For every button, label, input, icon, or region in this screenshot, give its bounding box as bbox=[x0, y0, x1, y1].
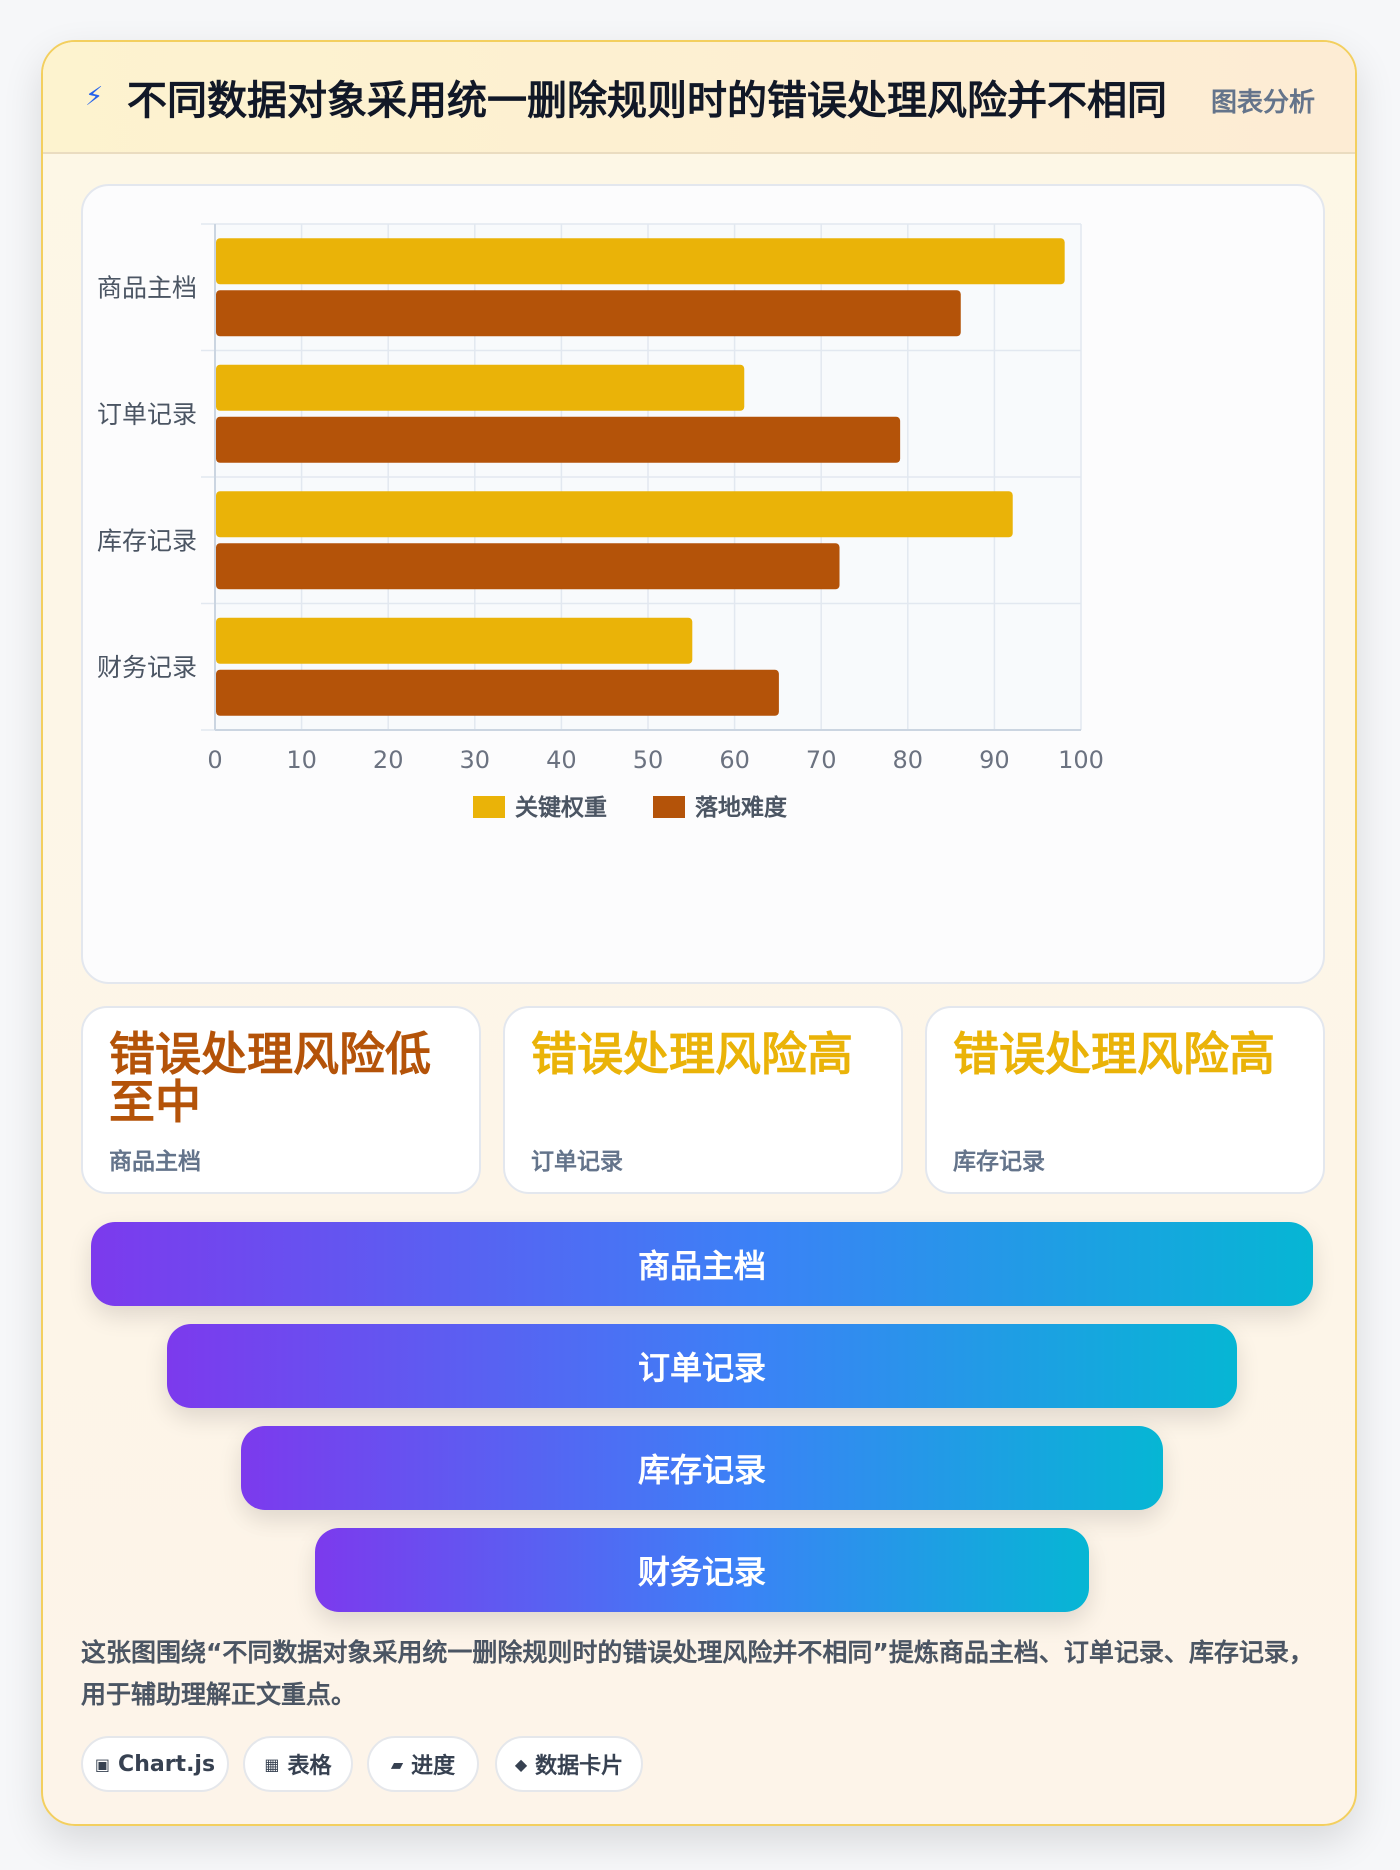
stat-card: 错误处理风险高 库存记录 bbox=[925, 1006, 1325, 1194]
page-title: 不同数据对象采用统一删除规则时的错误处理风险并不相同 bbox=[127, 78, 1167, 124]
stat-value: 错误处理风险低至中 bbox=[109, 1027, 431, 1129]
bar bbox=[216, 669, 779, 716]
legend-label: 关键权重 bbox=[515, 794, 607, 821]
funnel-stage: 库存记录 bbox=[241, 1426, 1163, 1510]
legend-label: 落地难度 bbox=[695, 794, 788, 821]
legend-swatch bbox=[473, 796, 505, 818]
bar bbox=[216, 543, 840, 590]
chip-progress[interactable]: ▰ 进度 bbox=[367, 1736, 479, 1792]
chip-label: 进度 bbox=[411, 1754, 456, 1779]
chart-panel: 0 10 20 30 40 50 60 70 80 90 100 商品主档订单记录库存记录财务记录关键… bbox=[81, 184, 1325, 984]
category-label: 库存记录 bbox=[97, 526, 197, 555]
table-icon: ▦ bbox=[264, 1754, 280, 1774]
lightning-icon: ⚡ bbox=[85, 82, 104, 112]
stat-label: 库存记录 bbox=[953, 1149, 1045, 1175]
stat-value: 错误处理风险高 bbox=[953, 1027, 1275, 1081]
funnel-stage: 商品主档 bbox=[91, 1222, 1313, 1306]
x-tick-label: 0 bbox=[207, 746, 222, 774]
x-tick-label: 80 bbox=[893, 746, 924, 774]
stat-card: 错误处理风险高 订单记录 bbox=[503, 1006, 903, 1194]
progress-icon: ▰ bbox=[390, 1754, 404, 1774]
chip-data-card[interactable]: ◆ 数据卡片 bbox=[495, 1736, 643, 1792]
x-tick-label: 40 bbox=[546, 746, 577, 774]
x-tick-label: 100 bbox=[1058, 746, 1104, 774]
category-label: 财务记录 bbox=[97, 653, 197, 682]
bar bbox=[216, 364, 745, 411]
chip-label: 表格 bbox=[287, 1754, 332, 1779]
chip-label: 数据卡片 bbox=[535, 1754, 624, 1779]
chart-icon: ▣ bbox=[94, 1754, 111, 1774]
legend-swatch bbox=[653, 796, 685, 818]
chart-analysis-tag: 图表分析 bbox=[1210, 88, 1315, 118]
category-label: 商品主档 bbox=[97, 273, 197, 302]
bar bbox=[216, 617, 693, 664]
bar bbox=[216, 491, 1013, 538]
diamond-icon: ◆ bbox=[514, 1754, 528, 1774]
x-tick-label: 70 bbox=[806, 746, 837, 774]
x-tick-label: 10 bbox=[286, 746, 317, 774]
bar-chart: 0 10 20 30 40 50 60 70 80 90 100 商品主档订单记录库存记录财务记录关键… bbox=[97, 223, 1104, 821]
bar bbox=[216, 238, 1065, 285]
stat-label: 订单记录 bbox=[531, 1149, 623, 1175]
card-header: ⚡ 不同数据对象采用统一删除规则时的错误处理风险并不相同 图表分析 bbox=[43, 42, 1355, 154]
stat-value: 错误处理风险高 bbox=[531, 1027, 853, 1081]
chip-label: Chart.js bbox=[118, 1751, 216, 1777]
x-tick-label: 90 bbox=[979, 746, 1010, 774]
category-label: 订单记录 bbox=[97, 400, 197, 429]
x-tick-label: 60 bbox=[719, 746, 750, 774]
funnel-stage: 订单记录 bbox=[167, 1324, 1237, 1408]
funnel-stage: 财务记录 bbox=[315, 1528, 1089, 1612]
chart-card: ⚡ 不同数据对象采用统一删除规则时的错误处理风险并不相同 图表分析 0 10 20 3… bbox=[41, 40, 1357, 1826]
chip-chartjs[interactable]: ▣ Chart.js bbox=[81, 1736, 229, 1792]
x-tick-label: 50 bbox=[633, 746, 664, 774]
chip-table[interactable]: ▦ 表格 bbox=[243, 1736, 353, 1792]
stat-card: 错误处理风险低至中 商品主档 bbox=[81, 1006, 481, 1194]
bar bbox=[216, 416, 901, 463]
x-tick-label: 30 bbox=[460, 746, 491, 774]
bar bbox=[216, 290, 961, 337]
x-tick-label: 20 bbox=[373, 746, 404, 774]
chart-description: 这张图围绕“不同数据对象采用统一删除规则时的错误处理风险并不相同”提炼商品主档、… bbox=[81, 1638, 1314, 1709]
stat-label: 商品主档 bbox=[109, 1149, 201, 1175]
